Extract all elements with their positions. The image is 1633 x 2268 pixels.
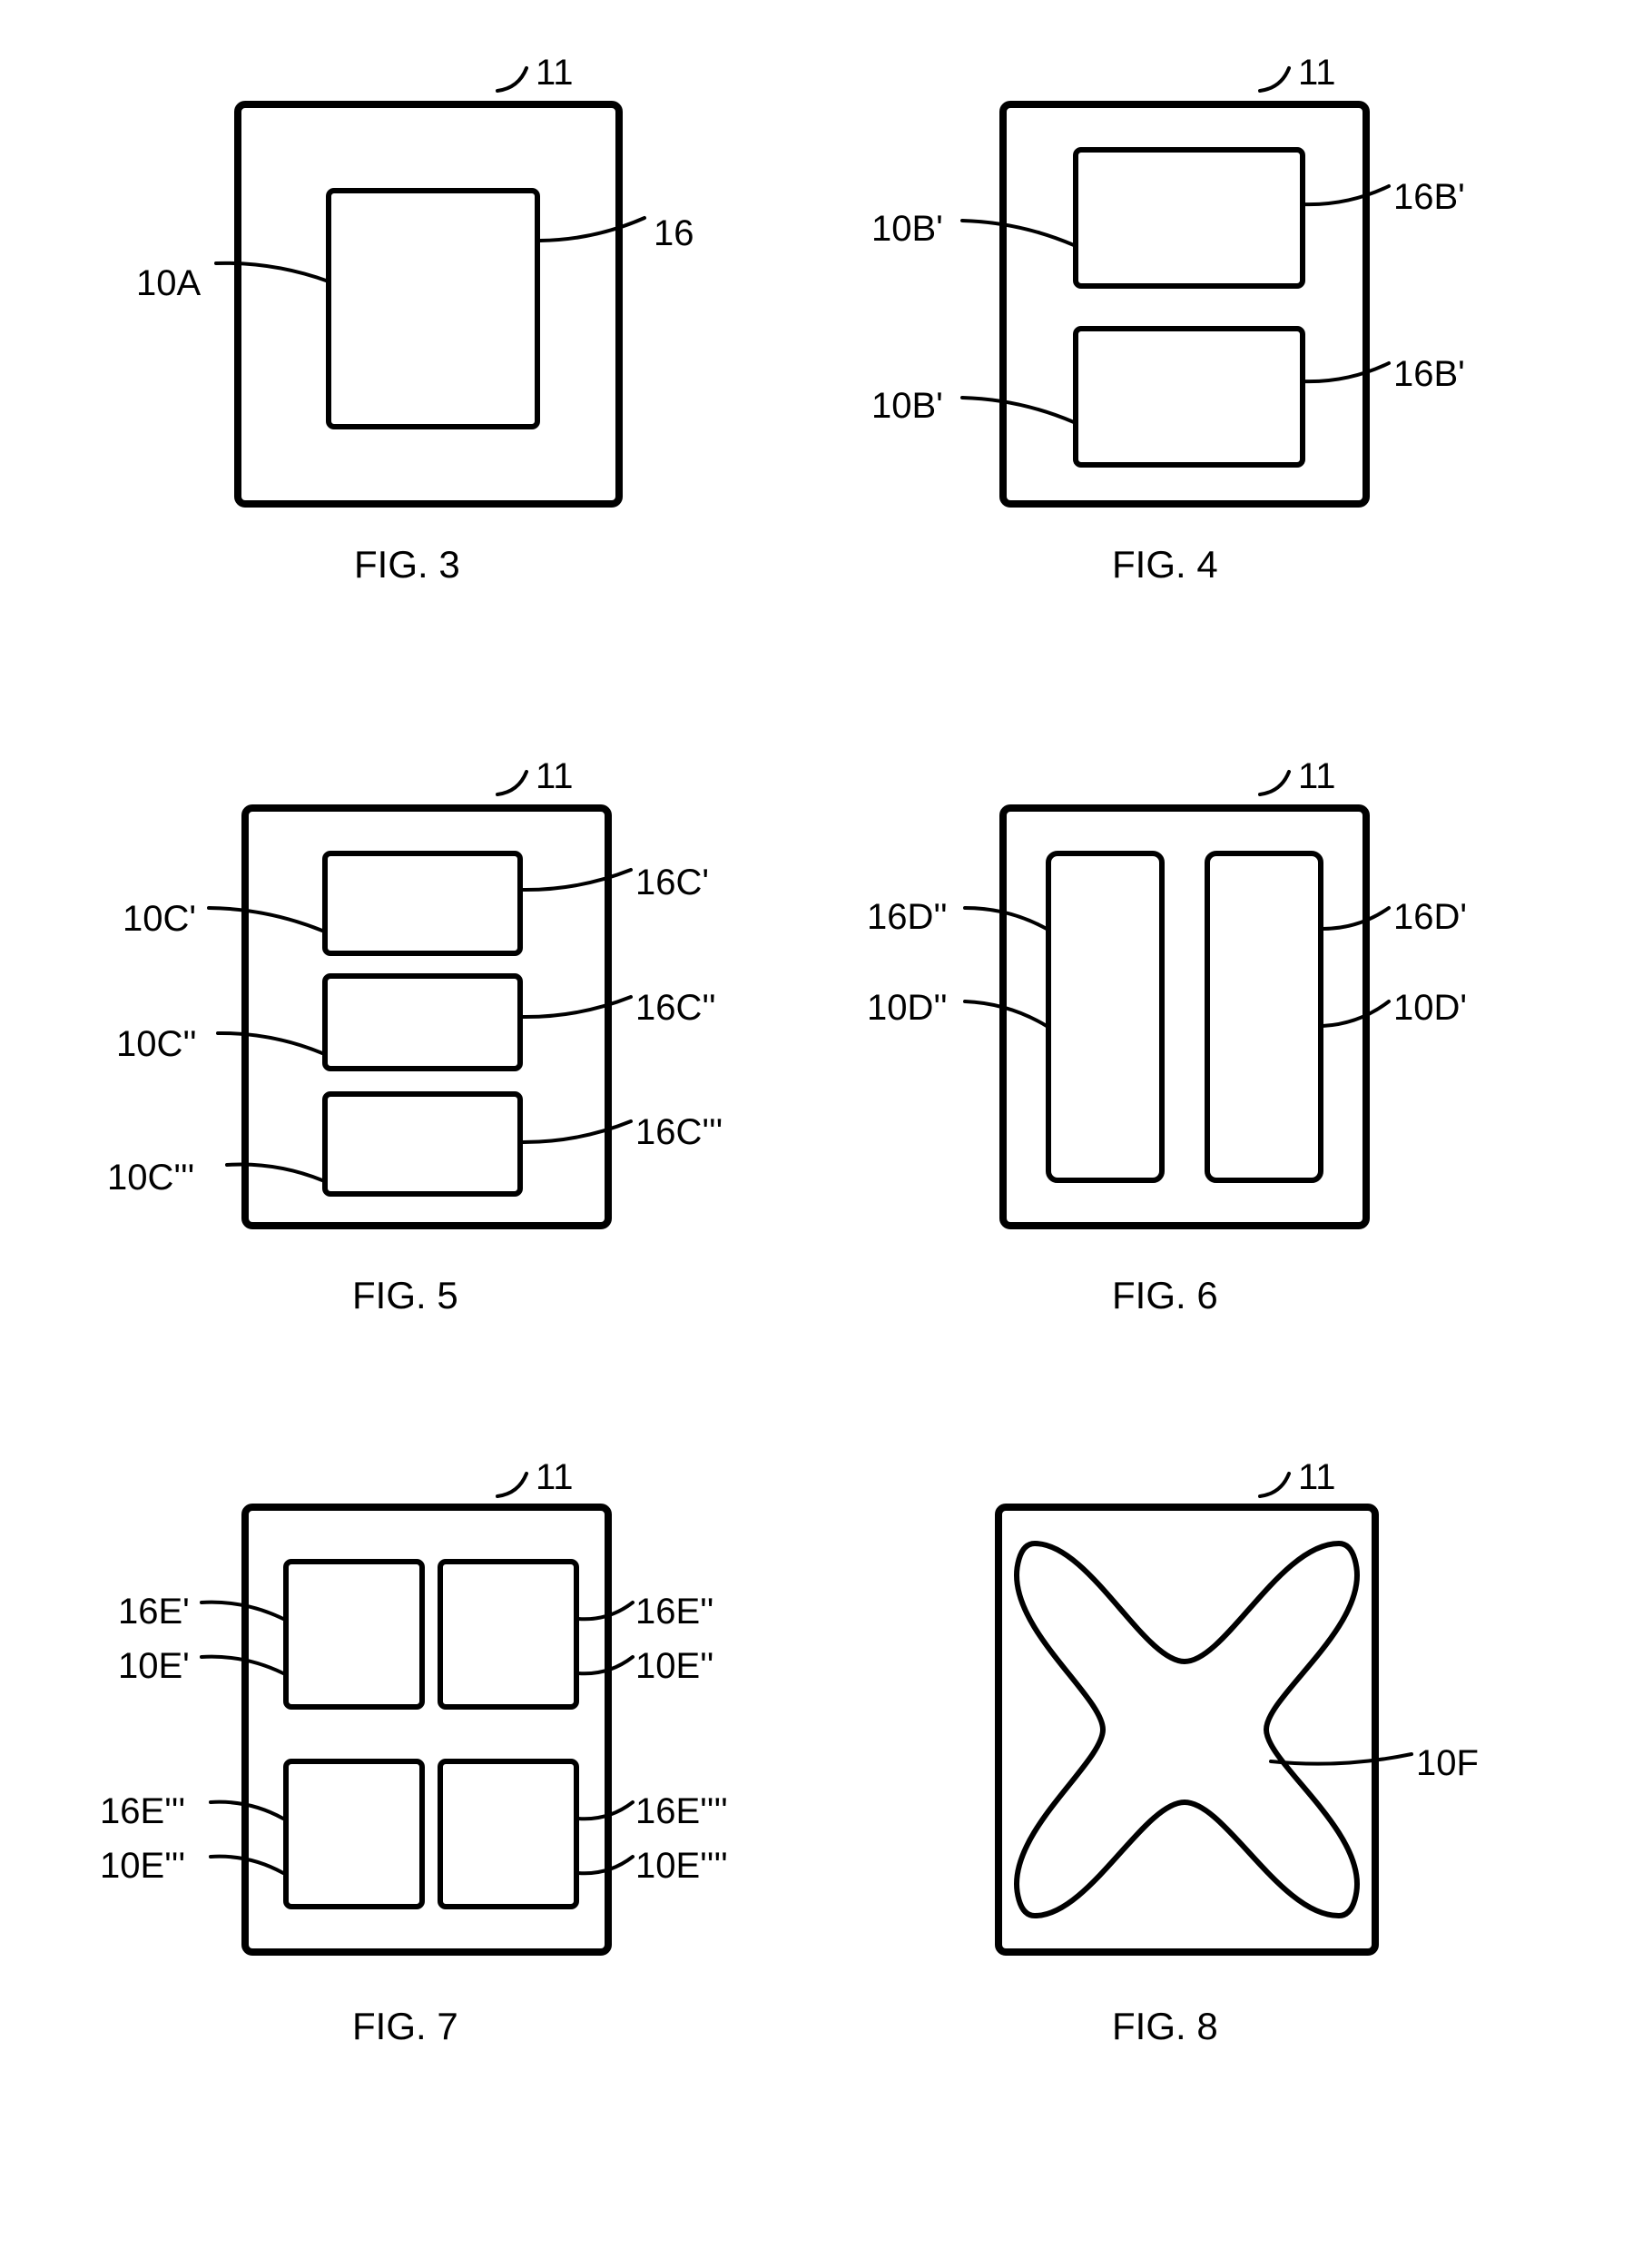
- fig3-label: 10A: [136, 263, 201, 304]
- fig4-caption: FIG. 4: [1112, 543, 1218, 587]
- fig3-label: 16: [654, 213, 694, 254]
- fig7-outer-label: 11: [536, 1457, 574, 1498]
- diagram-svg: [0, 0, 1633, 2268]
- fig5-label: 10C''': [107, 1158, 194, 1198]
- fig6-label: 16D'': [867, 897, 948, 938]
- fig7-label: 16E'''': [635, 1791, 728, 1832]
- fig7-label: 10E'': [635, 1646, 713, 1687]
- fig7-label: 10E'''': [635, 1846, 728, 1887]
- fig8-caption: FIG. 8: [1112, 2005, 1218, 2048]
- fig7-label: 10E''': [100, 1846, 185, 1887]
- fig7-label: 16E': [118, 1592, 190, 1632]
- fig4-label: 10B': [871, 209, 943, 250]
- fig5-label: 10C'': [116, 1024, 197, 1065]
- fig5-label: 10C': [123, 899, 196, 940]
- fig5-label: 16C': [635, 863, 709, 903]
- fig8-aperture-label: 10F: [1416, 1743, 1479, 1784]
- fig8-outer-label: 11: [1298, 1457, 1336, 1498]
- diagram-canvas: 11 10A 16 FIG. 3 11 10B' 16B' 10B' 16B' FIG. 4 11 1…: [0, 0, 1633, 2268]
- fig5-label: 16C''': [635, 1112, 723, 1153]
- fig4-outer-label: 11: [1298, 53, 1336, 94]
- fig6-outer-label: 11: [1298, 756, 1336, 797]
- fig6-label: 16D': [1393, 897, 1467, 938]
- fig4-label: 16B': [1393, 177, 1465, 218]
- fig7-caption: FIG. 7: [352, 2005, 458, 2048]
- fig3-outer-label: 11: [536, 53, 574, 94]
- fig7-label: 16E''': [100, 1791, 185, 1832]
- fig3-caption: FIG. 3: [354, 543, 460, 587]
- fig6-label: 10D': [1393, 988, 1467, 1029]
- fig5-caption: FIG. 5: [352, 1274, 458, 1317]
- fig5-label: 16C'': [635, 988, 716, 1029]
- fig7-label: 10E': [118, 1646, 190, 1687]
- fig4-label: 10B': [871, 386, 943, 427]
- fig5-outer-label: 11: [536, 756, 574, 797]
- fig6-caption: FIG. 6: [1112, 1274, 1218, 1317]
- fig6-label: 10D'': [867, 988, 948, 1029]
- fig7-label: 16E'': [635, 1592, 713, 1632]
- fig4-label: 16B': [1393, 354, 1465, 395]
